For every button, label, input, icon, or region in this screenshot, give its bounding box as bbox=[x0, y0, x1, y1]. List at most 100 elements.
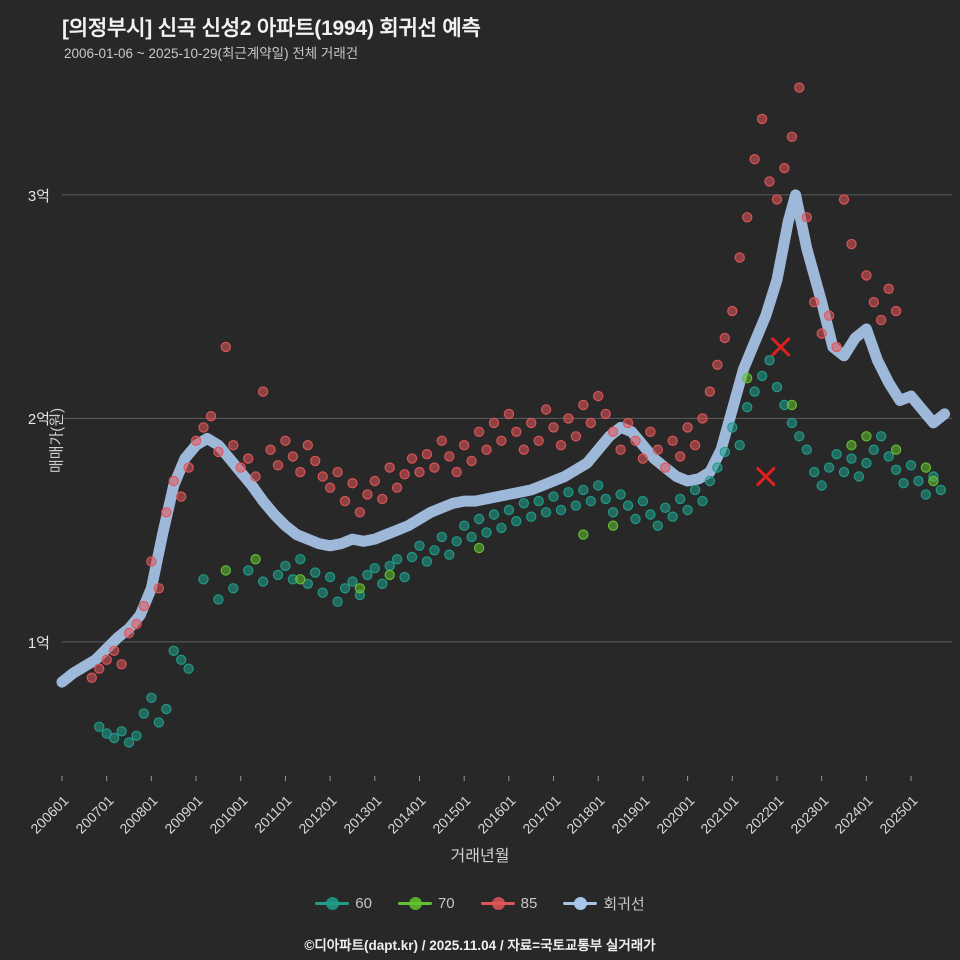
data-point bbox=[280, 435, 291, 446]
data-point bbox=[540, 507, 552, 518]
data-point bbox=[719, 332, 731, 344]
data-point bbox=[779, 162, 790, 174]
data-point bbox=[399, 571, 410, 583]
data-point bbox=[93, 663, 105, 674]
data-point bbox=[660, 502, 671, 513]
scatter-series-85 bbox=[86, 82, 902, 683]
data-point bbox=[794, 431, 805, 442]
data-point bbox=[496, 522, 507, 534]
data-point bbox=[630, 513, 641, 525]
data-point bbox=[377, 493, 388, 505]
data-point bbox=[861, 431, 872, 442]
data-point bbox=[235, 462, 246, 473]
data-point bbox=[436, 435, 447, 446]
data-point bbox=[302, 578, 313, 590]
scatter-series-70 bbox=[220, 373, 939, 594]
data-point bbox=[712, 462, 723, 473]
data-point bbox=[101, 728, 112, 739]
data-point bbox=[868, 444, 880, 455]
y-axis-tick-label: 3억 bbox=[27, 187, 50, 205]
data-point bbox=[511, 516, 522, 527]
data-point bbox=[220, 341, 231, 353]
data-point bbox=[459, 520, 470, 531]
data-point bbox=[123, 627, 135, 639]
data-point bbox=[295, 554, 306, 565]
data-point bbox=[473, 542, 485, 554]
data-point bbox=[786, 417, 798, 429]
data-point bbox=[257, 576, 269, 587]
data-point bbox=[93, 721, 105, 733]
data-point bbox=[675, 493, 686, 505]
data-point bbox=[570, 431, 582, 442]
data-point bbox=[459, 440, 470, 451]
data-point bbox=[585, 417, 597, 429]
data-point bbox=[742, 212, 753, 223]
data-point bbox=[332, 596, 343, 607]
data-point bbox=[526, 417, 537, 429]
data-point bbox=[168, 475, 179, 487]
data-point bbox=[503, 504, 515, 516]
data-point bbox=[354, 507, 366, 518]
data-point bbox=[101, 654, 112, 666]
data-point bbox=[369, 475, 380, 487]
data-point bbox=[347, 478, 358, 489]
data-point bbox=[920, 489, 932, 500]
data-point bbox=[220, 565, 231, 576]
data-point bbox=[682, 422, 693, 433]
data-point bbox=[116, 726, 127, 737]
legend-item-회귀선[interactable]: 회귀선 bbox=[563, 893, 645, 914]
data-point bbox=[555, 440, 567, 451]
data-point bbox=[667, 511, 678, 522]
legend-item-70[interactable]: 70 bbox=[397, 895, 455, 912]
data-point bbox=[823, 310, 835, 321]
data-point bbox=[801, 212, 813, 223]
data-point bbox=[645, 509, 656, 520]
data-point bbox=[414, 466, 425, 478]
data-point bbox=[391, 482, 403, 493]
data-point bbox=[444, 549, 455, 560]
data-point bbox=[861, 457, 872, 469]
data-point bbox=[652, 444, 664, 455]
data-point bbox=[727, 305, 738, 317]
data-point bbox=[317, 587, 328, 598]
data-point bbox=[809, 297, 820, 308]
data-point bbox=[406, 551, 418, 563]
data-point bbox=[600, 408, 611, 420]
data-point bbox=[451, 536, 462, 547]
data-point bbox=[146, 692, 157, 704]
legend-label: 85 bbox=[520, 895, 538, 912]
data-point bbox=[518, 498, 530, 509]
data-point bbox=[838, 466, 850, 478]
data-point bbox=[890, 444, 902, 455]
legend-marker-icon bbox=[408, 897, 422, 910]
data-point bbox=[794, 82, 805, 93]
legend-item-85[interactable]: 85 bbox=[480, 895, 538, 912]
data-point bbox=[473, 426, 485, 437]
data-point bbox=[198, 422, 209, 433]
data-point bbox=[764, 355, 775, 366]
data-point bbox=[868, 297, 880, 308]
data-point bbox=[846, 453, 857, 464]
data-point bbox=[533, 495, 544, 507]
cancelled-deal-marker bbox=[771, 337, 791, 357]
data-point bbox=[391, 554, 403, 565]
data-point bbox=[183, 663, 194, 674]
data-point bbox=[660, 462, 671, 473]
legend-item-60[interactable]: 60 bbox=[315, 895, 372, 912]
page-subtitle: 2006-01-06 ~ 2025-10-29(최근계약일) 전체 거래건 bbox=[64, 46, 359, 61]
data-point bbox=[742, 402, 753, 413]
data-point bbox=[756, 370, 768, 382]
chart-legend: 60 70 85 회귀선 bbox=[0, 893, 960, 914]
data-point bbox=[712, 359, 723, 370]
data-point bbox=[876, 431, 887, 442]
data-point bbox=[667, 435, 678, 446]
legend-label: 60 bbox=[355, 895, 372, 912]
data-point bbox=[384, 560, 395, 572]
data-point bbox=[153, 717, 164, 728]
data-point bbox=[809, 466, 820, 478]
data-point bbox=[466, 531, 477, 543]
legend-marker-icon bbox=[326, 897, 340, 910]
data-point bbox=[704, 386, 716, 397]
data-point bbox=[607, 520, 619, 531]
data-point bbox=[496, 435, 507, 446]
